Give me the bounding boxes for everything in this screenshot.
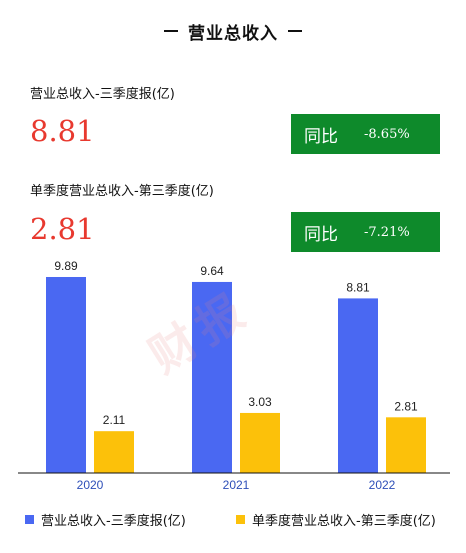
cumulative-yoy-value: -8.65% [364,126,410,142]
legend-label-quarterly: 单季度营业总收入-第三季度(亿) [252,514,436,529]
data-label-quarterly-2020: 2.11 [103,413,126,427]
legend-swatch-yellow [236,515,245,524]
bar-quarterly-2022 [386,417,426,473]
bar-cumulative-2021 [192,281,232,473]
data-label-quarterly-2022: 2.81 [394,399,418,413]
title-right-dash [288,30,302,32]
cumulative-yoy-label: 同比 [304,126,338,147]
legend: 营业总收入-三季度报(亿) 单季度营业总收入-第三季度(亿) [0,510,466,530]
cumulative-yoy-box: 同比 -8.65% [291,114,440,154]
data-label-quarterly-2021: 3.03 [248,395,272,409]
x-tick-label-2022: 2022 [369,478,396,492]
bar-quarterly-2020 [94,431,134,473]
cumulative-value: 8.81 [30,114,95,148]
bar-cumulative-2020 [46,276,86,473]
data-label-cumulative-2020: 9.89 [54,259,78,273]
legend-swatch-blue [25,515,34,524]
quarterly-yoy-box: 同比 -7.21% [291,212,440,252]
legend-label-cumulative: 营业总收入-三季度报(亿) [41,514,186,529]
quarterly-yoy-value: -7.21% [364,224,410,240]
legend-item-quarterly: 单季度营业总收入-第三季度(亿) [236,510,436,529]
quarterly-value: 2.81 [30,212,95,246]
data-label-cumulative-2022: 8.81 [346,280,370,294]
cumulative-label: 营业总收入-三季度报(亿) [30,87,175,102]
bar-quarterly-2021 [240,412,280,473]
x-tick-label-2021: 2021 [223,478,250,492]
x-tick-label-2020: 2020 [77,478,104,492]
title-row: 营业总收入 [0,18,466,44]
quarterly-label: 单季度营业总收入-第三季度(亿) [30,184,214,199]
chart-title: 营业总收入 [188,23,278,44]
data-label-cumulative-2021: 9.64 [200,264,224,278]
quarterly-yoy-label: 同比 [304,224,338,245]
bar-cumulative-2022 [338,298,378,473]
legend-item-cumulative: 营业总收入-三季度报(亿) [25,510,186,529]
title-left-dash [164,30,178,32]
bar-chart: 9.89 2.11 2020 9.64 3.03 2021 8.81 2.81 2022 [18,259,450,492]
